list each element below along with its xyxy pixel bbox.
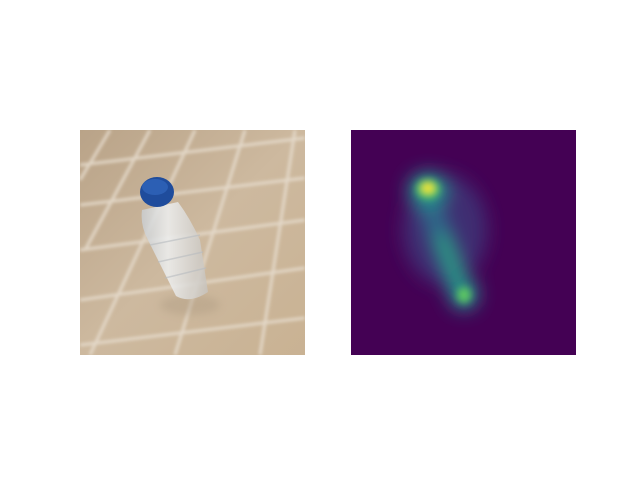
heatmap [351,130,576,355]
photo [80,130,305,355]
bottle [141,202,208,300]
